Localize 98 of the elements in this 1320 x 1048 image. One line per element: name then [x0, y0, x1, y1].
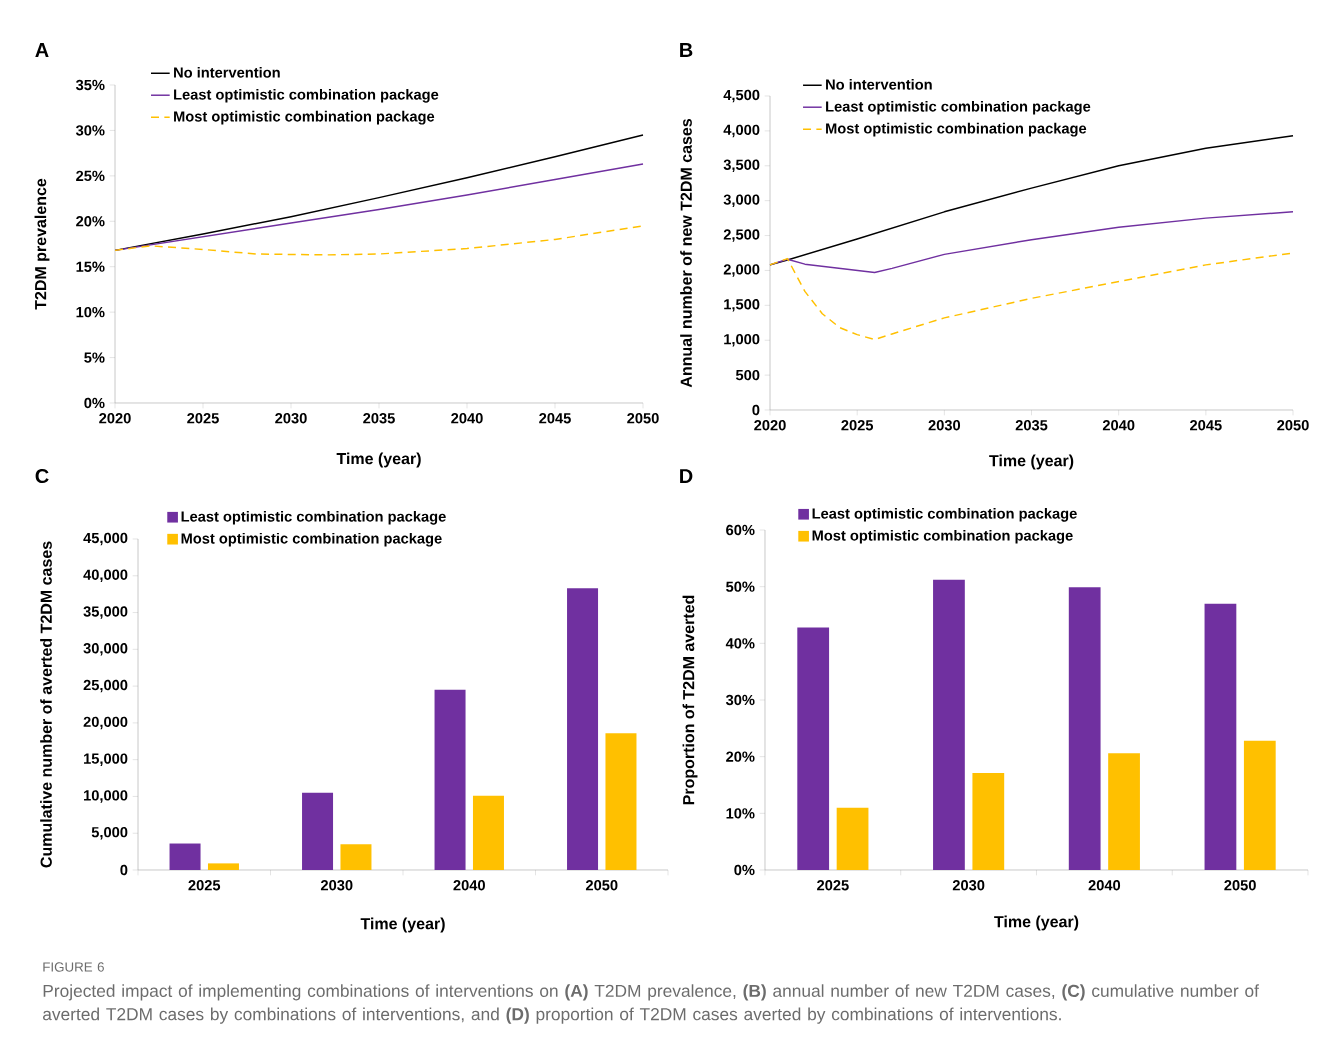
x-tick-label: 2045: [1190, 420, 1222, 431]
x-tick-label: 2040: [1102, 420, 1135, 431]
x-axis-title: Time (year): [360, 917, 445, 933]
chart-title: A: [35, 43, 49, 57]
y-tick-label: 50%: [726, 581, 755, 592]
x-tick-label: 2050: [1277, 420, 1309, 431]
y-tick-label: 40,000: [83, 569, 128, 583]
y-tick-label: 20%: [76, 216, 105, 227]
bar: [207, 863, 239, 870]
y-tick-label: 0: [752, 404, 760, 416]
y-tick-label: 3,500: [723, 159, 760, 173]
x-tick-label: 2025: [841, 420, 874, 431]
bar: [302, 792, 334, 870]
y-tick-label: 2,000: [723, 264, 760, 277]
y-tick-label: 0: [120, 864, 128, 876]
x-tick-label: 2020: [754, 420, 786, 431]
y-axis-title: Annual number of new T2DM cases: [680, 118, 692, 388]
x-tick-label: 2050: [627, 413, 659, 424]
y-tick-label: 4,500: [723, 89, 760, 103]
y-tick-label: 4,000: [723, 124, 760, 138]
y-tick-label: 40%: [725, 638, 755, 649]
x-axis-title: Time (year): [989, 454, 1074, 470]
y-axis-title: Proportion of T2DM averted: [682, 595, 698, 805]
y-tick-label: 3,000: [723, 194, 760, 207]
x-tick-label: 2030: [320, 880, 353, 891]
y-tick-label: 0%: [84, 397, 105, 409]
bar: [836, 807, 869, 870]
chart-title: D: [680, 469, 693, 483]
y-tick-label: 20%: [726, 751, 755, 762]
y-tick-label: 15,000: [84, 753, 128, 766]
text: Projected impact of implementing combinations of interventions on (A) T2DM prevalence, (B) annual number of new T2DM cases, (C) cumulative number of averted T2DM cases by combinations of interventions, and (D) proportion of T2DM cases averted by combinations of interventions.: [43, 984, 1259, 1024]
legend-label: Most optimistic combination package: [174, 110, 435, 125]
y-tick-label: 20,000: [83, 716, 128, 730]
y-tick-label: 10%: [726, 808, 755, 819]
legend-label: Most optimistic combination package: [826, 122, 1087, 137]
legend-label: Most optimistic combination package: [181, 532, 442, 547]
x-tick-label: 2030: [952, 880, 985, 891]
x-tick-label: 2050: [1224, 880, 1256, 891]
bar: [434, 689, 466, 870]
y-tick-label: 0%: [734, 864, 755, 876]
y-tick-label: 15%: [76, 261, 105, 272]
x-axis-title: Time (year): [336, 452, 421, 468]
bar: [1068, 587, 1101, 870]
x-tick-label: 2030: [928, 420, 961, 431]
y-tick-label: 10%: [76, 306, 105, 318]
x-tick-label: 2025: [817, 880, 849, 891]
x-tick-label: 2020: [99, 413, 131, 424]
legend-label: Least optimistic combination package: [812, 507, 1077, 522]
legend-label: No intervention: [826, 78, 932, 90]
legend-label: Least optimistic combination package: [826, 100, 1091, 115]
bar: [1204, 603, 1237, 870]
y-axis-title: T2DM prevalence: [34, 178, 50, 310]
x-axis-title: Time (year): [994, 915, 1079, 931]
y-tick-label: 25%: [76, 170, 105, 182]
bar: [1243, 740, 1276, 870]
line-series: [114, 225, 644, 256]
x-tick-label: 2035: [1015, 420, 1048, 431]
y-tick-label: 1,500: [724, 299, 760, 312]
bar: [567, 588, 599, 870]
y-tick-label: 30%: [75, 125, 105, 136]
chart-title: C: [35, 468, 49, 484]
y-axis-title: Cumulative number of averted T2DM cases: [40, 541, 52, 868]
caption: FIGURE 6: [43, 962, 104, 972]
x-tick-label: 2040: [453, 880, 485, 891]
x-tick-label: 2040: [451, 413, 483, 424]
y-tick-label: 30,000: [83, 643, 128, 656]
y-tick-label: 1,000: [724, 333, 760, 347]
bar: [605, 733, 637, 870]
y-tick-label: 30%: [725, 694, 755, 706]
bar: [972, 773, 1005, 870]
legend-label: Most optimistic combination package: [812, 529, 1073, 544]
legend-label: Least optimistic combination package: [181, 510, 446, 525]
x-tick-label: 2050: [585, 880, 618, 891]
y-tick-label: 45,000: [83, 532, 128, 546]
bar: [797, 627, 830, 870]
x-tick-label: 2035: [363, 413, 395, 424]
bar: [340, 844, 372, 870]
x-tick-label: 2045: [539, 413, 571, 424]
y-tick-label: 2,500: [723, 229, 760, 242]
x-tick-label: 2040: [1088, 880, 1121, 891]
bar: [1108, 753, 1140, 870]
y-tick-label: 25,000: [83, 679, 128, 693]
x-tick-label: 2025: [187, 413, 219, 424]
y-tick-label: 35,000: [83, 606, 128, 619]
bar: [472, 795, 504, 870]
chart-title: B: [680, 43, 693, 57]
y-tick-label: 60%: [726, 524, 755, 536]
y-tick-label: 5,000: [91, 826, 128, 840]
x-tick-label: 2030: [275, 413, 307, 424]
y-tick-label: 5%: [84, 352, 105, 363]
y-tick-label: 10,000: [84, 790, 128, 803]
y-tick-label: 500: [735, 369, 760, 381]
legend-label: Least optimistic combination package: [174, 88, 439, 103]
legend-label: No intervention: [174, 66, 280, 78]
bar: [933, 579, 965, 870]
y-tick-label: 35%: [75, 79, 105, 91]
bar: [169, 843, 201, 870]
x-tick-label: 2025: [188, 880, 221, 891]
